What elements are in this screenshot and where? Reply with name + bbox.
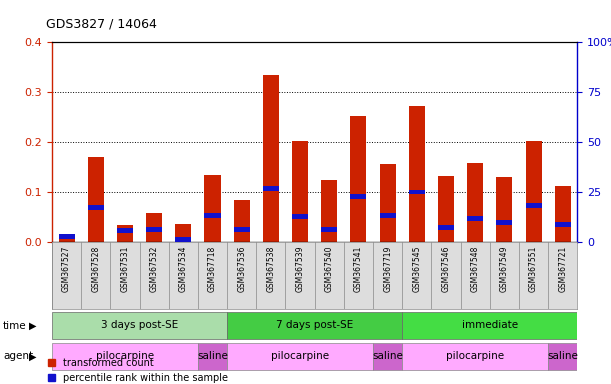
Text: GSM367548: GSM367548: [470, 245, 480, 292]
Bar: [555, 222, 571, 227]
Bar: [175, 224, 191, 242]
Bar: [146, 214, 162, 242]
Bar: [263, 185, 279, 190]
Text: GSM367538: GSM367538: [266, 245, 276, 292]
FancyBboxPatch shape: [373, 343, 402, 370]
Text: GSM367719: GSM367719: [383, 245, 392, 292]
FancyBboxPatch shape: [52, 343, 198, 370]
Text: pilocarpine: pilocarpine: [446, 351, 504, 361]
Text: saline: saline: [197, 351, 228, 361]
Text: GSM367551: GSM367551: [529, 245, 538, 292]
Bar: [525, 141, 541, 242]
Text: immediate: immediate: [462, 320, 518, 330]
Text: pilocarpine: pilocarpine: [271, 351, 329, 361]
Bar: [292, 215, 308, 220]
Text: 7 days post-SE: 7 days post-SE: [276, 320, 353, 330]
Bar: [205, 214, 221, 218]
Bar: [292, 141, 308, 242]
Bar: [409, 106, 425, 242]
Bar: [146, 227, 162, 232]
Text: GSM367527: GSM367527: [62, 245, 71, 292]
Text: pilocarpine: pilocarpine: [96, 351, 154, 361]
Bar: [233, 227, 250, 232]
Bar: [59, 234, 75, 240]
Bar: [175, 237, 191, 242]
Text: ▶: ▶: [29, 321, 37, 331]
FancyBboxPatch shape: [548, 343, 577, 370]
Text: GSM367545: GSM367545: [412, 245, 422, 292]
Bar: [117, 228, 133, 233]
Bar: [233, 200, 250, 242]
Bar: [525, 203, 541, 208]
Bar: [467, 216, 483, 221]
Bar: [205, 175, 221, 242]
Bar: [88, 205, 104, 210]
Bar: [117, 225, 133, 242]
Text: GDS3827 / 14064: GDS3827 / 14064: [46, 17, 156, 30]
Bar: [379, 164, 396, 242]
Bar: [496, 177, 513, 242]
Text: ▶: ▶: [29, 351, 37, 361]
Text: GSM367540: GSM367540: [325, 245, 334, 292]
FancyBboxPatch shape: [52, 312, 227, 339]
Bar: [351, 195, 367, 200]
Text: agent: agent: [3, 351, 33, 361]
Text: time: time: [3, 321, 27, 331]
Text: GSM367718: GSM367718: [208, 245, 217, 291]
FancyBboxPatch shape: [227, 312, 402, 339]
Text: GSM367721: GSM367721: [558, 245, 567, 291]
Bar: [88, 157, 104, 242]
Bar: [263, 74, 279, 242]
FancyBboxPatch shape: [402, 312, 577, 339]
Text: GSM367528: GSM367528: [91, 245, 100, 291]
Text: saline: saline: [547, 351, 578, 361]
Bar: [467, 163, 483, 242]
Bar: [555, 186, 571, 242]
FancyBboxPatch shape: [198, 343, 227, 370]
Text: GSM367539: GSM367539: [296, 245, 304, 292]
Text: GSM367532: GSM367532: [150, 245, 159, 292]
Bar: [438, 225, 454, 230]
Text: GSM367549: GSM367549: [500, 245, 509, 292]
Text: GSM367531: GSM367531: [120, 245, 130, 292]
Bar: [379, 214, 396, 218]
FancyBboxPatch shape: [402, 343, 548, 370]
Text: GSM367546: GSM367546: [442, 245, 450, 292]
Text: saline: saline: [372, 351, 403, 361]
Bar: [496, 220, 513, 225]
Text: GSM367541: GSM367541: [354, 245, 363, 292]
Bar: [351, 116, 367, 242]
Bar: [409, 190, 425, 195]
Text: GSM367534: GSM367534: [179, 245, 188, 292]
Bar: [438, 175, 454, 242]
FancyBboxPatch shape: [227, 343, 373, 370]
Bar: [59, 237, 75, 242]
Bar: [321, 227, 337, 232]
Text: GSM367536: GSM367536: [237, 245, 246, 292]
Legend: transformed count, percentile rank within the sample: transformed count, percentile rank withi…: [48, 358, 228, 383]
Bar: [321, 180, 337, 242]
Text: 3 days post-SE: 3 days post-SE: [101, 320, 178, 330]
